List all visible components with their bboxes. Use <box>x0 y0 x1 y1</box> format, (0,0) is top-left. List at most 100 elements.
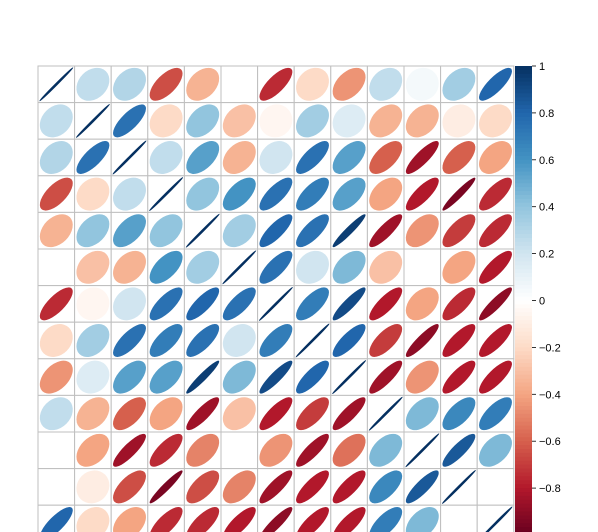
colorbar-tick-label: −0.8 <box>539 483 561 495</box>
colorbar-segment <box>515 343 532 348</box>
correlation-ellipse <box>441 469 476 504</box>
colorbar-segment <box>515 460 532 466</box>
colorbar-segment <box>515 101 532 106</box>
correlation-ellipse <box>222 104 256 138</box>
colorbar-segment <box>515 284 532 290</box>
colorbar-segment <box>515 194 532 200</box>
colorbar-segment <box>515 468 532 474</box>
correlation-ellipse <box>479 397 512 431</box>
colorbar-segment <box>515 288 532 294</box>
colorbar-segment <box>515 292 532 298</box>
colorbar-segment <box>515 398 532 403</box>
grid-cell <box>476 504 515 532</box>
correlation-ellipse <box>76 67 110 101</box>
correlation-ellipse <box>368 396 403 431</box>
colorbar-segment <box>515 253 532 259</box>
correlation-ellipse <box>332 324 366 357</box>
correlation-ellipse <box>259 397 293 431</box>
colorbar-segment <box>515 429 532 434</box>
colorbar-segment <box>515 175 532 180</box>
colorbar-segment <box>515 378 532 384</box>
correlation-ellipse <box>479 250 512 284</box>
correlation-ellipse <box>186 104 220 138</box>
colorbar-segment <box>515 406 532 411</box>
correlation-ellipse <box>76 250 110 284</box>
correlation-ellipse <box>479 177 512 211</box>
colorbar-segment <box>515 347 532 352</box>
correlation-ellipse <box>149 104 183 138</box>
colorbar-segment <box>515 507 532 513</box>
colorbar-segment <box>515 331 532 337</box>
correlation-ellipse <box>75 103 110 138</box>
colorbar-segment <box>515 296 532 302</box>
colorbar-segment <box>515 452 532 458</box>
correlation-ellipse <box>259 214 293 248</box>
correlation-ellipse <box>76 324 110 357</box>
correlation-ellipse <box>113 104 146 138</box>
correlation-ellipse <box>76 433 110 467</box>
colorbar-segment <box>515 339 532 345</box>
colorbar-segment <box>515 257 532 263</box>
colorbar-segment <box>515 124 532 130</box>
colorbar-segment <box>515 394 532 399</box>
correlation-ellipse <box>222 214 256 248</box>
correlation-ellipse <box>442 324 476 357</box>
correlation-ellipse <box>369 177 403 211</box>
correlation-ellipse <box>149 360 183 394</box>
correlation-ellipse <box>113 397 146 431</box>
correlation-ellipse <box>113 177 146 211</box>
correlation-ellipse <box>442 67 476 101</box>
correlation-ellipse <box>149 214 183 248</box>
correlation-ellipse <box>296 67 329 101</box>
colorbar-segment <box>515 116 532 122</box>
colorbar-tick-label: −0.4 <box>539 389 561 401</box>
colorbar-segment <box>515 206 532 212</box>
colorbar-segment <box>515 327 532 333</box>
correlation-ellipse <box>295 323 330 358</box>
correlation-ellipse <box>332 67 366 101</box>
colorbar-segment <box>515 523 532 528</box>
correlation-ellipse <box>186 324 220 357</box>
colorbar-segment <box>515 484 532 489</box>
correlation-ellipse <box>405 177 439 211</box>
correlation-ellipse <box>442 214 476 248</box>
colorbar-segment <box>515 300 532 306</box>
colorbar-segment <box>515 218 532 223</box>
correlation-ellipse <box>113 470 146 504</box>
correlation-ellipse <box>39 214 73 248</box>
colorbar-segment <box>515 210 532 216</box>
correlation-ellipse <box>442 360 476 394</box>
correlation-ellipse <box>222 360 256 394</box>
colorbar-segment <box>515 245 532 251</box>
correlation-ellipse <box>222 141 256 174</box>
colorbar-segment <box>515 108 532 114</box>
colorbar-segment <box>515 437 532 442</box>
colorbar-segment <box>515 527 532 532</box>
correlation-ellipse <box>369 141 403 174</box>
correlation-ellipse <box>186 397 220 431</box>
correlation-ellipse <box>369 470 403 504</box>
colorbar-segment <box>515 151 532 157</box>
correlation-ellipse <box>405 214 439 248</box>
colorbar-segment <box>515 155 532 161</box>
correlation-ellipse <box>39 177 73 211</box>
correlation-ellipse <box>113 214 146 248</box>
colorbar-segment <box>515 320 532 325</box>
correlation-matrix <box>37 65 515 532</box>
correlation-ellipse <box>186 433 220 467</box>
correlation-ellipse <box>39 360 73 394</box>
correlation-ellipse <box>332 141 366 174</box>
correlation-ellipse <box>442 287 476 321</box>
correlation-ellipse <box>39 250 73 284</box>
correlation-ellipse <box>76 397 110 431</box>
colorbar-segment <box>515 359 532 364</box>
correlation-ellipse <box>149 177 184 212</box>
colorbar-segment <box>515 171 532 177</box>
correlation-ellipse <box>442 104 476 138</box>
correlation-ellipse <box>39 67 74 102</box>
correlation-ellipse <box>259 433 293 467</box>
colorbar-segment <box>515 241 532 247</box>
colorbar-tick-label: 1 <box>539 61 545 73</box>
correlation-ellipse <box>186 287 220 321</box>
correlation-ellipse <box>76 214 110 248</box>
